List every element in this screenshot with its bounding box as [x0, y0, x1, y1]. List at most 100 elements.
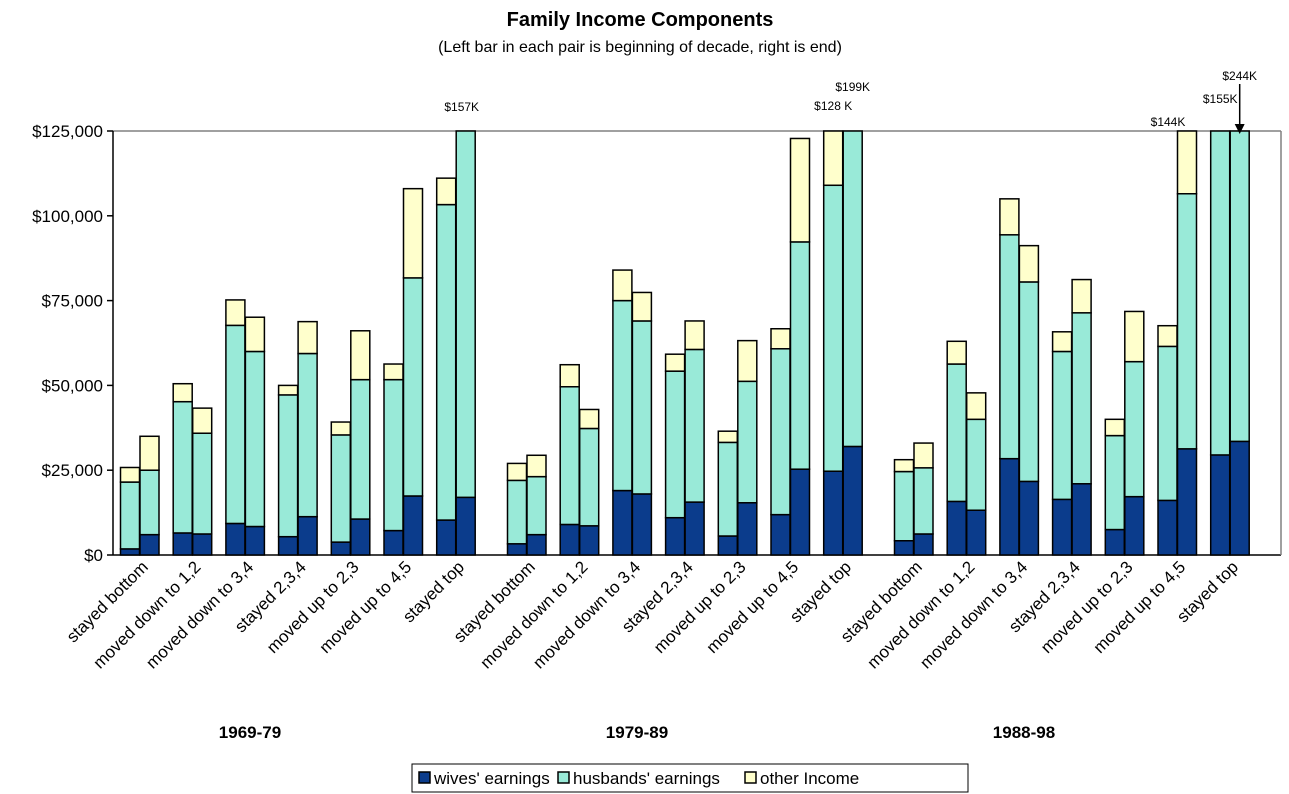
y-tick-label: $0	[84, 546, 103, 565]
bar-segment	[225, 299, 246, 327]
bar-segment	[244, 316, 266, 353]
bar-segment	[684, 320, 705, 351]
bar-segment	[1104, 418, 1126, 437]
bar-segment	[842, 130, 863, 448]
legend: wives' earnings husbands' earnings other I…	[411, 763, 969, 793]
bar-segment	[350, 378, 371, 520]
value-annotation: $199K	[835, 80, 870, 94]
bar-segment	[965, 418, 987, 511]
bar-segment	[822, 184, 844, 472]
category-label: moved up to 2,3	[263, 557, 363, 657]
bar-segment	[244, 525, 266, 556]
bar-segment	[631, 320, 653, 495]
bar-segment	[506, 462, 528, 482]
bar-segment	[119, 466, 141, 483]
bar-segment	[946, 363, 967, 503]
bar-segment	[526, 533, 547, 556]
legend-label: other Income	[760, 769, 859, 788]
category-label: moved up to 2,3	[1037, 557, 1137, 657]
bar-segment	[435, 177, 457, 206]
value-annotation: $155K	[1203, 92, 1238, 106]
category-label: moved up to 2,3	[650, 557, 750, 657]
bar-segment	[664, 516, 686, 556]
chart-subtitle: (Left bar in each pair is beginning of d…	[438, 39, 842, 56]
bar-segment	[893, 540, 915, 556]
bar-segment	[612, 299, 633, 492]
bar-segment	[1209, 454, 1231, 556]
bar-segment	[297, 320, 318, 355]
bar-segment	[664, 370, 686, 519]
bar-segment	[277, 384, 299, 396]
bar-segment	[350, 518, 371, 556]
legend-swatch	[418, 771, 431, 784]
bar-segment	[172, 382, 193, 403]
bar-segment	[789, 241, 811, 470]
y-tick-label: $50,000	[42, 376, 103, 395]
legend-label: wives' earnings	[433, 769, 550, 788]
bar-segment	[1018, 281, 1040, 483]
bar-segment	[1051, 331, 1073, 353]
bar-segment	[578, 408, 600, 430]
annotations-layer: $157K $199K $128 K $144K $155K $244K	[444, 69, 1257, 134]
bar-segment	[1157, 324, 1178, 348]
bar-segment	[999, 234, 1020, 460]
value-annotation: $144K	[1151, 115, 1186, 129]
bar-segment	[1051, 498, 1073, 556]
bar-segment	[770, 348, 791, 516]
y-axis: $0 $25,000 $50,000 $75,000 $100,000 $125,000	[32, 122, 1282, 565]
bar-segment	[526, 475, 547, 536]
bars-layer	[119, 130, 1250, 556]
bar-segment	[383, 529, 404, 556]
bar-segment	[893, 470, 915, 542]
bar-segment	[684, 501, 705, 556]
bar-segment	[435, 519, 457, 556]
bar-segment	[999, 457, 1020, 556]
bar-segment	[1157, 345, 1178, 502]
bar-segment	[277, 394, 299, 538]
bar-segment	[559, 363, 580, 388]
bar-segment	[1124, 310, 1145, 363]
bar-segment	[350, 330, 371, 381]
bar-segment	[913, 442, 934, 469]
bar-segment	[1051, 350, 1073, 501]
bar-segment	[612, 489, 633, 556]
bar-segment	[402, 495, 424, 556]
bar-segment	[139, 533, 160, 556]
y-tick-label: $125,000	[32, 122, 103, 141]
bar-segment	[1209, 130, 1231, 456]
bar-segment	[737, 339, 758, 383]
bar-segment	[717, 441, 739, 537]
bar-segment	[737, 380, 758, 504]
bar-segment	[402, 277, 424, 497]
bar-segment	[119, 481, 141, 550]
category-label: moved up to 4,5	[316, 557, 416, 657]
bar-segment	[1071, 312, 1092, 485]
bar-segment	[1104, 528, 1126, 556]
bar-segment	[330, 421, 352, 436]
bar-segment	[1071, 278, 1092, 314]
bar-segment	[297, 515, 318, 556]
bar-segment	[277, 535, 299, 556]
value-annotation: $157K	[444, 100, 479, 114]
bar-segment	[770, 328, 791, 350]
bar-segment	[139, 435, 160, 471]
y-tick-label: $100,000	[32, 207, 103, 226]
bar-segment	[1018, 244, 1040, 283]
chart-title: Family Income Components	[507, 9, 774, 31]
bar-segment	[559, 386, 580, 526]
bar-segment	[191, 407, 213, 434]
bar-segment	[119, 548, 141, 556]
bar-segment	[842, 445, 863, 556]
bar-segment	[631, 291, 653, 322]
bar-segment	[383, 363, 404, 381]
bar-segment	[1124, 495, 1145, 556]
bar-segment	[822, 470, 844, 556]
group-label: 1979-89	[606, 723, 668, 742]
bar-segment	[684, 348, 705, 503]
bar-segment	[717, 535, 739, 556]
bar-segment	[913, 467, 934, 535]
bar-segment	[965, 392, 987, 421]
bar-segment	[789, 468, 811, 556]
